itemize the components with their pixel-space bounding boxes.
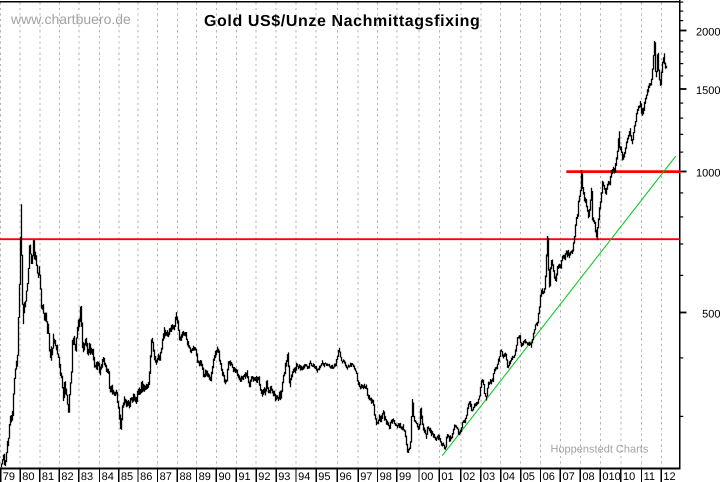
svg-text:90: 90 (219, 471, 231, 482)
svg-text:03: 03 (483, 471, 495, 482)
svg-text:12: 12 (663, 471, 675, 482)
svg-text:10: 10 (623, 471, 635, 482)
svg-text:93: 93 (278, 471, 290, 482)
svg-text:www.chartbuero.de: www.chartbuero.de (10, 11, 131, 27)
svg-text:80: 80 (22, 471, 34, 482)
svg-text:500: 500 (702, 308, 720, 320)
svg-text:010: 010 (602, 471, 620, 482)
svg-text:86: 86 (140, 471, 152, 482)
svg-text:Hoppenstedt Charts: Hoppenstedt Charts (551, 444, 649, 456)
svg-text:81: 81 (42, 471, 54, 482)
svg-text:79: 79 (3, 471, 15, 482)
svg-text:82: 82 (61, 471, 73, 482)
svg-text:97: 97 (360, 471, 372, 482)
svg-text:95: 95 (318, 471, 330, 482)
svg-text:2000: 2000 (696, 26, 720, 38)
svg-text:88: 88 (180, 471, 192, 482)
svg-text:11: 11 (644, 471, 655, 482)
svg-text:87: 87 (160, 471, 172, 482)
svg-text:02: 02 (463, 471, 475, 482)
svg-text:00: 00 (421, 471, 433, 482)
svg-text:05: 05 (523, 471, 535, 482)
svg-text:99: 99 (399, 471, 411, 482)
svg-text:96: 96 (340, 471, 352, 482)
svg-text:01: 01 (441, 471, 453, 482)
svg-text:89: 89 (199, 471, 211, 482)
svg-text:85: 85 (121, 471, 133, 482)
svg-text:91: 91 (238, 471, 250, 482)
svg-text:1500: 1500 (696, 85, 720, 97)
svg-text:04: 04 (503, 471, 515, 482)
svg-text:Gold US$/Unze Nachmittagsfixin: Gold US$/Unze Nachmittagsfixing (204, 13, 480, 30)
svg-text:08: 08 (582, 471, 594, 482)
svg-text:1000: 1000 (696, 167, 720, 179)
svg-text:84: 84 (102, 471, 114, 482)
svg-text:94: 94 (298, 471, 310, 482)
svg-text:07: 07 (563, 471, 575, 482)
svg-text:98: 98 (380, 471, 392, 482)
svg-text:06: 06 (543, 471, 555, 482)
svg-text:92: 92 (258, 471, 270, 482)
svg-text:83: 83 (81, 471, 93, 482)
